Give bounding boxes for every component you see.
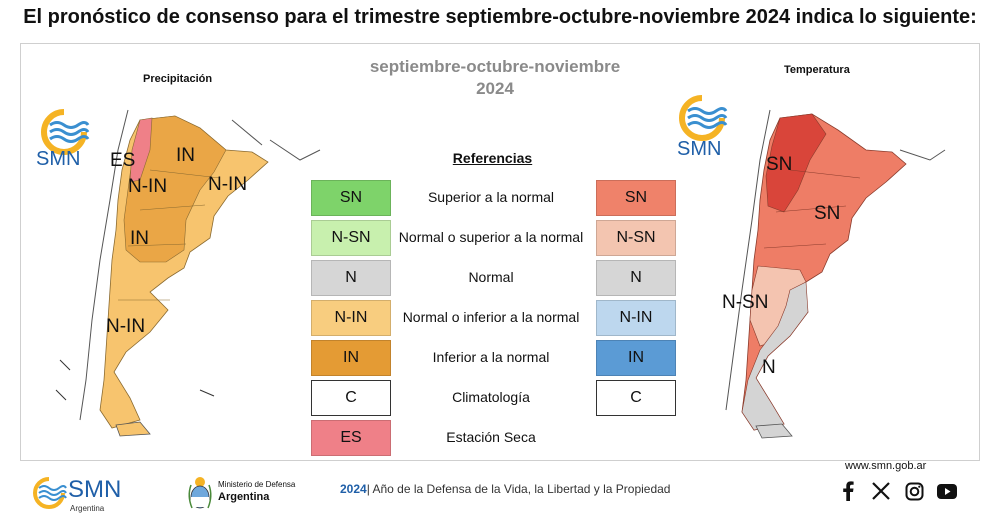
page-headline: El pronóstico de consenso para el trimes… <box>23 6 977 28</box>
precip-es-region <box>129 117 153 183</box>
temp-label-sn-center: SN <box>814 203 841 224</box>
argentina-coat-of-arms-icon <box>188 477 212 509</box>
year-motto: 2024| Año de la Defensa de la Vida, la L… <box>340 482 670 496</box>
legend-temp-swatch-sn: SN <box>596 180 676 216</box>
youtube-icon[interactable] <box>937 481 957 501</box>
footer-smn-logo: SMN Argentina <box>30 474 140 514</box>
legend-label: Superior a la normal <box>427 189 555 205</box>
temperature-map-title: Temperatura <box>784 64 850 76</box>
season-title-year: 2024 <box>476 79 514 98</box>
smn-sun-wave-icon <box>41 109 90 155</box>
ministry-country: Argentina <box>218 491 270 503</box>
legend-precip-swatch-c: C <box>311 380 391 416</box>
legend-precip-swatch-n-sn: N-SN <box>311 220 391 256</box>
year-motto-separator: | <box>366 482 373 496</box>
instagram-icon[interactable] <box>904 481 924 501</box>
x-icon[interactable] <box>871 481 891 501</box>
legend-precip-swatch-n-in: N-IN <box>311 300 391 336</box>
facebook-icon[interactable] <box>838 481 858 501</box>
legend-temp-swatch-n-sn: N-SN <box>596 220 676 256</box>
temp-label-sn-north: SN <box>766 154 793 175</box>
references-title: Referencias <box>452 150 533 166</box>
precip-label-in-center: IN <box>130 228 149 249</box>
legend-temp-swatch-n: N <box>596 260 676 296</box>
website-link[interactable]: www.smn.gob.ar <box>845 460 927 472</box>
legend-precip-swatch-n: N <box>311 260 391 296</box>
precip-label-es: ES <box>110 150 136 171</box>
season-title-months: septiembre-octubre-noviembre <box>369 57 621 76</box>
legend-precip-swatch-in: IN <box>311 340 391 376</box>
legend-temp-swatch-in: IN <box>596 340 676 376</box>
footer-smn-text: SMN <box>68 476 122 503</box>
temp-label-n: N <box>762 357 776 378</box>
legend-label: Climatología <box>452 389 530 405</box>
year-motto-text: Año de la Defensa de la Vida, la Liberta… <box>372 482 671 496</box>
footer-smn-subtitle: Argentina <box>70 504 105 513</box>
smn-logo-text-right: SMN <box>677 138 722 160</box>
precip-label-in-north: IN <box>176 145 195 166</box>
smn-logo-right <box>674 94 730 158</box>
legend-label: Normal <box>468 269 514 285</box>
smn-logo-left <box>36 108 92 172</box>
smn-sun-wave-icon <box>679 95 728 141</box>
legend-label: Normal o inferior a la normal <box>402 309 580 325</box>
legend-temp-swatch-c: C <box>596 380 676 416</box>
legend-label: Inferior a la normal <box>432 349 550 365</box>
smn-sun-wave-icon <box>33 477 67 509</box>
precip-label-nin-center: N-IN <box>128 176 168 197</box>
precip-label-nin-east: N-IN <box>208 174 248 195</box>
legend-precip-swatch-es: ES <box>311 420 391 456</box>
year-motto-year: 2024 <box>340 482 367 496</box>
legend-label: Estación Seca <box>446 429 536 445</box>
legend-precip-swatch-sn: SN <box>311 180 391 216</box>
social-links <box>838 481 957 501</box>
temp-label-nsn: N-SN <box>722 292 769 313</box>
precip-label-nin-south: N-IN <box>106 316 146 337</box>
smn-logo-text-left: SMN <box>36 148 81 170</box>
legend-temp-swatch-n-in: N-IN <box>596 300 676 336</box>
season-title: septiembre-octubre-noviembre 2024 <box>330 56 660 100</box>
temp-sn-dark-region <box>765 113 827 213</box>
precipitation-map-title: Precipitación <box>143 73 213 85</box>
ministry-name: Ministerio de Defensa <box>218 480 296 489</box>
temp-n-region <box>741 281 809 431</box>
legend-label: Normal o superior a la normal <box>398 229 584 245</box>
precip-in-region <box>123 115 227 263</box>
